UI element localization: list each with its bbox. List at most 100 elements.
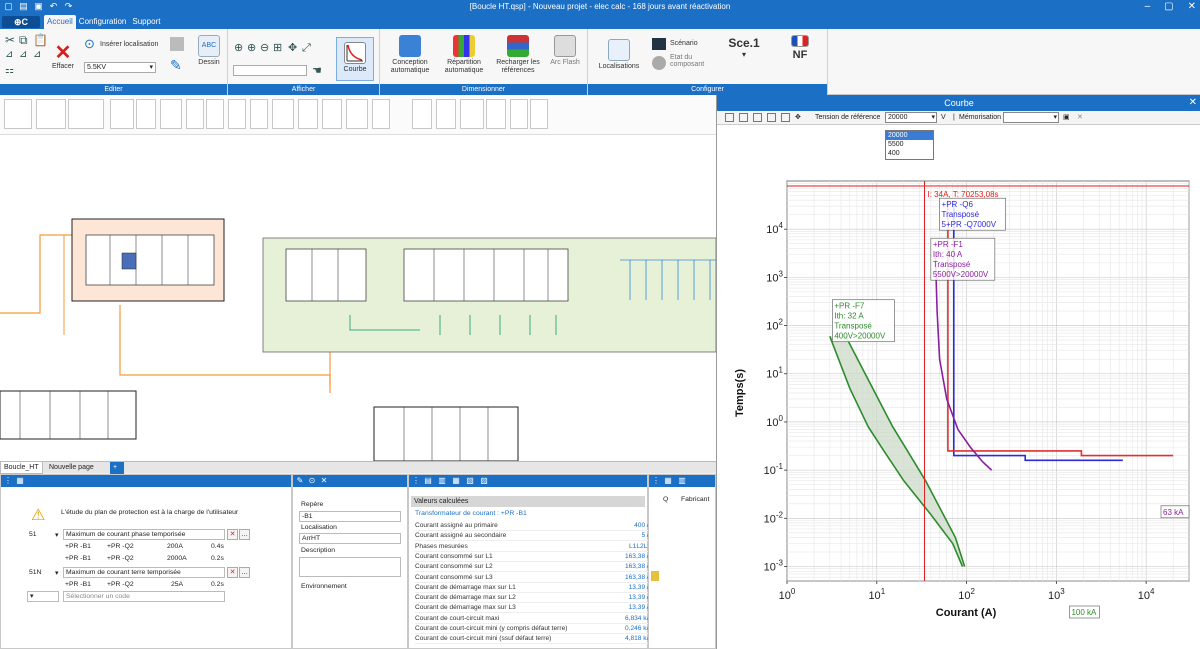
symbol-generator[interactable] — [136, 99, 156, 129]
recharger-references-button[interactable]: Recharger les références — [492, 35, 544, 75]
zoom-input[interactable] — [233, 65, 307, 76]
copy-icon[interactable]: ⧉ — [19, 33, 28, 47]
tab-accueil[interactable]: Accueil — [44, 15, 76, 29]
select-code-field[interactable]: Sélectionner un code — [63, 591, 225, 602]
conception-automatique-button[interactable]: Conception automatique — [384, 35, 436, 75]
schematic-canvas[interactable] — [0, 135, 716, 461]
etat-composant-button[interactable]: Etat du composant — [670, 54, 705, 68]
save-icon[interactable]: ▣ — [34, 1, 43, 11]
effacer-button[interactable]: ✕ Effacer — [48, 43, 78, 71]
page-tab-boucle-ht[interactable]: Boucle_HT — [0, 462, 43, 474]
zoom-area-icon[interactable]: ⊞ — [273, 42, 283, 54]
symbol-breaker[interactable] — [186, 99, 204, 129]
component-icon[interactable] — [170, 37, 184, 51]
symbol-resistor[interactable] — [460, 99, 484, 129]
memorisation-select[interactable]: ▾ — [1003, 112, 1059, 123]
align-left-icon[interactable]: ⊿ — [5, 49, 14, 60]
list-view-icon[interactable]: ▥ — [678, 476, 686, 485]
inserer-localisation-button[interactable]: Insérer localisation — [100, 41, 159, 48]
tripping-curve-chart[interactable]: 100 101 102 103 104 10-3 10-2 10-1 100 101 102 103 1… — [717, 95, 1200, 649]
symbol-ct[interactable] — [510, 99, 528, 129]
symbol-switch[interactable] — [206, 99, 224, 129]
symbol-switchgear[interactable] — [68, 99, 104, 129]
series-line-2[interactable] — [934, 254, 993, 471]
zoom-out-icon[interactable]: ⊖ — [260, 42, 270, 54]
edit-icon[interactable]: ✎ — [296, 476, 304, 485]
norm-select[interactable]: NF — [786, 35, 814, 61]
minimize-icon[interactable]: – — [1144, 1, 1151, 12]
cut-icon[interactable]: ✂ — [5, 33, 16, 47]
location-pin-icon[interactable]: ⊙ — [308, 476, 316, 485]
zoom-in-icon[interactable]: ⊕ — [247, 42, 257, 54]
axis-icon[interactable] — [753, 113, 762, 122]
series-line-3[interactable] — [829, 336, 964, 567]
list-view-icon[interactable]: ▥ — [438, 476, 446, 485]
legend-icon[interactable] — [767, 113, 776, 122]
symbol-transformer-box[interactable] — [4, 99, 32, 129]
fit-page-icon[interactable]: ⤢ — [302, 42, 311, 54]
close-icon[interactable]: ✕ — [1187, 1, 1196, 12]
scenario-button[interactable]: Scénario — [670, 40, 698, 47]
tab-configuration[interactable]: Configuration — [78, 17, 127, 26]
repartition-automatique-button[interactable]: Répartition automatique — [438, 35, 490, 75]
dropdown-option[interactable]: 20000 — [886, 131, 933, 140]
maximize-icon[interactable]: ▢ — [1164, 1, 1174, 12]
delete-icon[interactable]: ✕ — [1077, 114, 1083, 121]
delete-row-icon[interactable]: ✕ — [227, 529, 238, 540]
symbol-capacitor[interactable] — [298, 99, 318, 129]
code-select[interactable]: ▾ — [27, 591, 59, 602]
delete-row-icon[interactable]: ✕ — [227, 567, 238, 578]
undo-icon[interactable]: ↶ — [49, 1, 58, 11]
app-logo[interactable]: ⊕C — [2, 16, 40, 28]
grid-toggle-icon[interactable] — [739, 113, 748, 122]
dropdown-option[interactable]: 5500 — [888, 141, 904, 148]
edit-property-icon[interactable]: ✎ — [170, 57, 182, 73]
new-file-icon[interactable]: ▢ — [4, 1, 13, 11]
symbol-cabinet[interactable] — [530, 99, 548, 129]
save-icon[interactable]: ▣ — [1063, 114, 1070, 121]
arc-flash-button[interactable]: Arc Flash — [544, 35, 586, 67]
open-folder-icon[interactable]: ▤ — [19, 1, 28, 11]
folder-icon[interactable] — [651, 571, 659, 581]
symbol-earth[interactable] — [372, 99, 390, 129]
chevron-down-icon[interactable]: ▾ — [55, 532, 59, 539]
panel-menu-icon[interactable]: ⋮ — [412, 476, 420, 485]
redo-icon[interactable]: ↷ — [64, 1, 73, 11]
more-options-button[interactable]: … — [239, 529, 250, 540]
tab-support[interactable]: Support — [132, 17, 161, 26]
align-center-icon[interactable]: ⊿ — [19, 49, 28, 60]
filter-icon[interactable]: ▨ — [480, 476, 488, 485]
series-line-4[interactable] — [844, 335, 966, 567]
protection-function-field[interactable]: Maximum de courant phase temporisée — [63, 529, 225, 540]
tension-select[interactable]: 20000 ▾ — [885, 112, 937, 123]
align-right-icon[interactable]: ⊿ — [33, 49, 42, 60]
symbol-relay[interactable] — [436, 99, 456, 129]
symbol-fuse[interactable] — [228, 99, 246, 129]
series-line-0[interactable] — [953, 200, 1123, 462]
protection-function-field[interactable]: Maximum de courant terre temporisée — [63, 567, 225, 578]
table-view-icon[interactable]: ▤ — [424, 476, 432, 485]
symbol-cable[interactable] — [160, 99, 182, 129]
dessin-button[interactable]: ABC Dessin — [194, 35, 224, 67]
close-icon[interactable]: ✕ — [1188, 97, 1197, 108]
localisations-button[interactable]: Localisations — [594, 39, 644, 71]
tools-icon[interactable]: ✕ — [320, 476, 328, 485]
export-icon[interactable]: ▧ — [466, 476, 474, 485]
pan-icon[interactable]: ✥ — [288, 42, 298, 54]
symbol-contactor[interactable] — [412, 99, 432, 129]
description-field[interactable] — [299, 557, 401, 577]
panel-menu-icon[interactable]: ⋮ — [4, 476, 12, 485]
scenario-select[interactable]: Sce.1 ▾ — [728, 36, 760, 59]
more-options-button[interactable]: … — [239, 567, 250, 578]
page-tab-nouvelle-page[interactable]: Nouvelle page — [49, 464, 94, 471]
symbol-motor[interactable] — [272, 99, 294, 129]
symbol-busbar[interactable] — [36, 99, 66, 129]
dropdown-option[interactable]: 400 — [888, 150, 900, 157]
symbol-disconnector[interactable] — [250, 99, 268, 129]
report-icon[interactable]: ▦ — [452, 476, 460, 485]
zoom-fit-icon[interactable]: ⊕ — [234, 42, 244, 54]
symbol-load[interactable] — [322, 99, 342, 129]
symbol-measurement[interactable] — [346, 99, 368, 129]
courbe-button[interactable]: Courbe — [336, 37, 374, 81]
view-icon[interactable] — [725, 113, 734, 122]
